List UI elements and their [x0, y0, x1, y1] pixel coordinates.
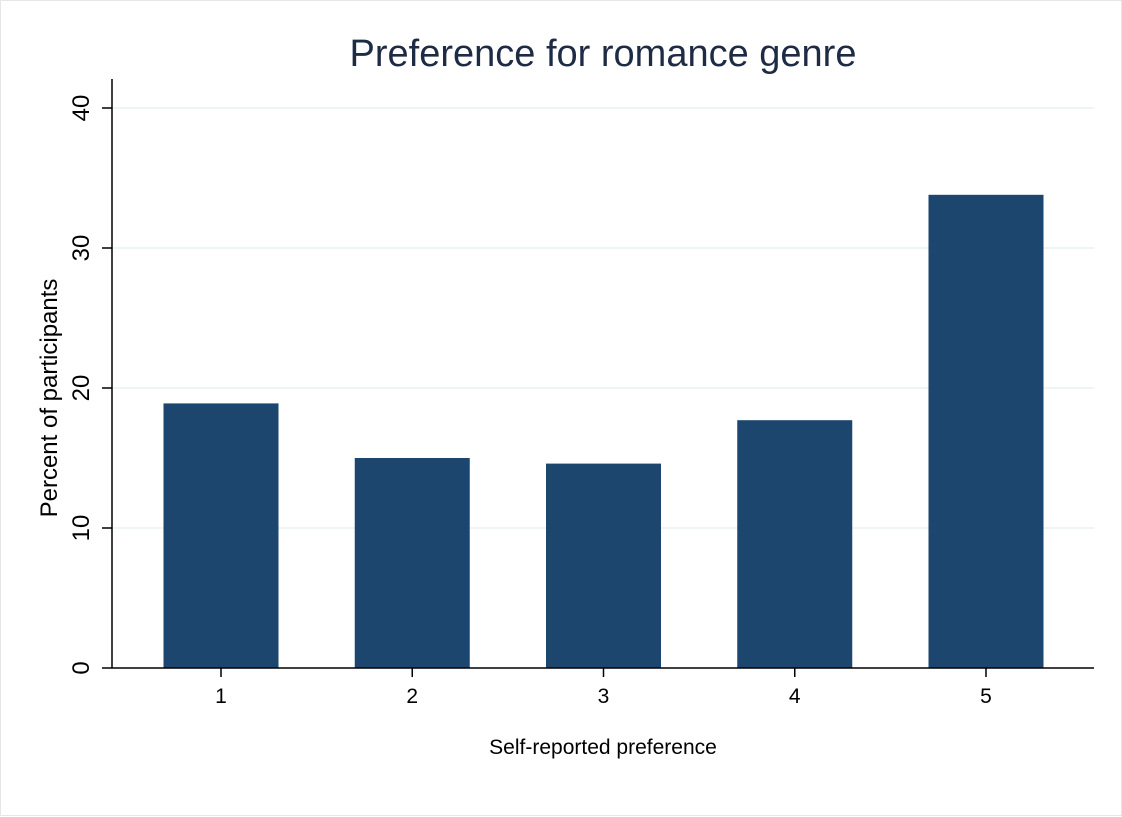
y-tick-label: 30: [68, 235, 95, 262]
bar-5: [928, 194, 1044, 669]
x-tick-label: 4: [789, 685, 801, 708]
y-tick-label: 0: [68, 661, 95, 674]
bars: [163, 194, 1044, 669]
bar-3: [546, 463, 661, 668]
x-axis-title: Self-reported preference: [489, 736, 717, 759]
y-tick-label: 20: [68, 375, 95, 402]
x-tick-label: 2: [406, 685, 418, 708]
y-ticks: 0 10 20 30 40: [68, 95, 112, 675]
y-tick-label: 10: [68, 515, 95, 542]
bar-4: [737, 420, 853, 668]
bar-2: [354, 458, 470, 668]
y-tick-label: 40: [68, 95, 95, 122]
bar-1: [163, 403, 279, 668]
x-tick-label: 3: [598, 685, 610, 708]
y-axis-title: Percent of participants: [36, 279, 63, 518]
chart-title: Preference for romance genre: [350, 33, 857, 75]
x-tick-label: 5: [980, 685, 992, 708]
x-ticks: 1 2 3 4 5: [215, 668, 992, 708]
x-tick-label: 1: [215, 685, 227, 708]
